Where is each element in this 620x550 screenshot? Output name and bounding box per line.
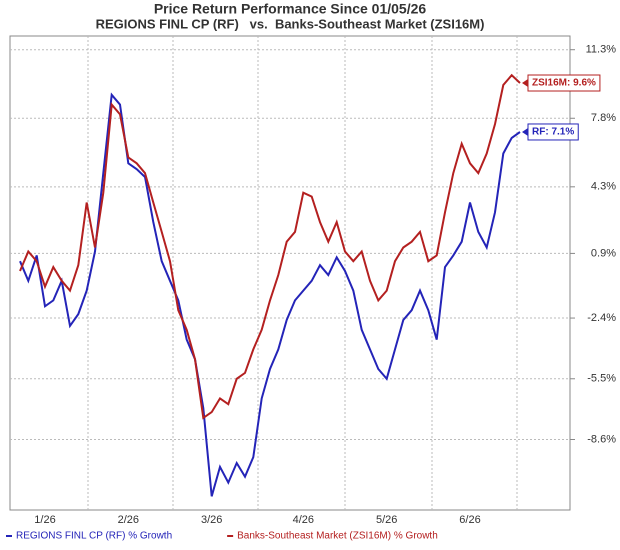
x-tick-label: 6/26 [459,514,480,526]
callout-label: RF: 7.1% [532,127,574,138]
y-tick-label: 4.3% [591,181,616,193]
y-tick-label: 0.9% [591,247,616,259]
x-tick-label: 4/26 [293,514,314,526]
chart-subtitle: REGIONS FINL CP (RF) vs. Banks-Southeast… [96,16,485,31]
callout: ZSI16M: 9.6% [522,74,601,92]
y-tick-label: -8.6% [587,433,616,445]
month-grid [87,36,518,510]
callout-label: ZSI16M: 9.6% [532,78,596,89]
series-line [19,92,521,497]
x-tick-label: 3/26 [201,514,222,526]
callout-pointer [522,127,528,136]
y-tick-label: 11.3% [586,44,617,56]
y-tick-label: -5.5% [587,373,616,385]
y-tick-label: -2.4% [587,312,616,324]
series-line [19,73,521,420]
x-tick-label: 1/26 [34,514,55,526]
legend-label: REGIONS FINL CP (RF) % Growth [16,531,172,542]
callout: RF: 7.1% [522,123,579,141]
y-tick-label: 7.8% [591,112,616,124]
x-tick-label: 2/26 [118,514,139,526]
chart-title: Price Return Performance Since 01/05/26 [154,1,427,17]
callout-pointer [522,79,528,88]
legend-label: Banks-Southeast Market (ZSI16M) % Growth [237,531,438,542]
x-tick-label: 5/26 [376,514,397,526]
plot-frame [9,35,571,511]
